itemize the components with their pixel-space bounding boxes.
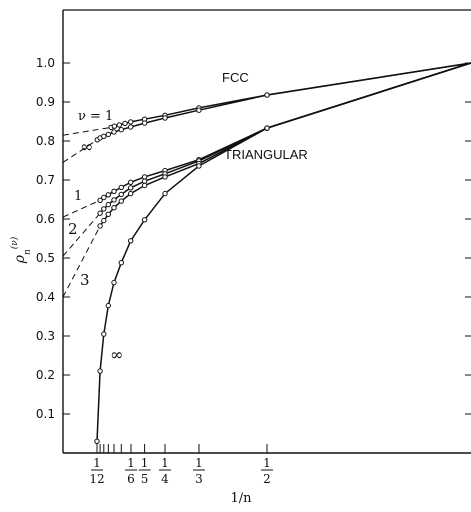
y-tick-label: 0.6 (36, 212, 55, 226)
data-point (116, 122, 123, 128)
data-point (101, 194, 107, 201)
y-tick-label: 1.0 (36, 56, 55, 70)
data-point (128, 190, 134, 197)
data-point (118, 184, 125, 191)
data-point (97, 223, 103, 229)
data-point (162, 190, 168, 197)
x-tick-label-4: 14 (159, 456, 171, 486)
y-tick-label: 0.5 (36, 251, 55, 265)
data-point (111, 129, 117, 135)
data-point (97, 210, 103, 216)
data-point (105, 201, 112, 208)
data-point (97, 368, 103, 374)
series-line-triangular-4 (99, 62, 471, 227)
data-point (111, 188, 117, 195)
data-point (118, 191, 125, 198)
data-point (141, 120, 148, 126)
data-point (101, 217, 107, 224)
label-fcc: FCC (222, 70, 249, 85)
label-tri-3: 3 (80, 271, 90, 289)
data-point (105, 302, 112, 309)
label-nu-eq-1: ν = 1 (78, 109, 113, 124)
data-point (128, 179, 134, 186)
label-layer: FCC TRIANGULAR ν = 1 ∞ 1 2 3 ∞ 1/n (68, 70, 308, 506)
data-point (264, 125, 270, 131)
series-line-triangular-3 (99, 62, 471, 214)
data-point (101, 206, 107, 212)
series-extrapolation-triangular-4 (62, 225, 101, 298)
data-point (141, 217, 148, 223)
x-tick-label-numerator: 1 (195, 456, 203, 470)
data-point (141, 174, 148, 180)
x-tick-label-denominator: 2 (263, 472, 271, 486)
x-tick-label-6: 16 (125, 456, 137, 486)
data-point (141, 182, 148, 189)
x-tick-label-denominator: 3 (195, 472, 203, 486)
series-layer (62, 62, 471, 444)
x-tick-label-5: 15 (138, 456, 151, 486)
x-tick-label-numerator: 1 (127, 456, 135, 470)
data-point (122, 120, 128, 127)
series-line-triangular-2 (99, 62, 471, 201)
data-point (118, 127, 125, 133)
label-tri-inf: ∞ (110, 345, 123, 364)
data-point (141, 178, 148, 184)
y-tick-label: 0.4 (36, 290, 55, 304)
y-tick-label: 0.9 (36, 95, 55, 109)
series-line-triangular-5 (96, 62, 471, 442)
data-point (94, 438, 100, 444)
data-point (97, 197, 103, 204)
y-tick-label: 0.2 (36, 368, 55, 382)
series-extrapolation-fcc-0 (62, 126, 112, 136)
x-tick-label-numerator: 1 (161, 456, 169, 470)
y-tick-label: 0.8 (36, 134, 55, 148)
data-point (162, 174, 168, 180)
label-tri-1: 1 (74, 189, 82, 204)
data-point (111, 279, 117, 286)
svg-text:ρn(ν): ρn(ν) (9, 236, 33, 264)
axis-ticks: 0.10.20.30.40.50.60.70.80.91.01121615141… (36, 56, 471, 486)
data-point (196, 107, 202, 113)
x-tick-label-denominator: 12 (89, 472, 104, 486)
y-tick-label: 0.7 (36, 173, 55, 187)
x-tick-label-denominator: 6 (127, 472, 135, 486)
x-tick-label-numerator: 1 (141, 456, 149, 470)
data-point (111, 205, 117, 211)
x-tick-label-2: 12 (261, 456, 273, 486)
series-extrapolation-triangular-2 (62, 199, 101, 218)
data-point (101, 331, 107, 337)
plot-frame (62, 9, 471, 454)
data-point (128, 124, 134, 130)
data-point (105, 211, 112, 218)
label-tri-2: 2 (68, 220, 78, 238)
x-tick-label-denominator: 4 (161, 472, 169, 486)
series-line-fcc-1 (96, 62, 471, 141)
data-point (105, 192, 112, 198)
x-tick-label-numerator: 1 (263, 456, 271, 470)
x-axis-title: 1/n (230, 491, 252, 506)
y-axis-title: ρn(ν) (9, 236, 33, 264)
data-point (128, 119, 134, 125)
data-point (264, 92, 270, 98)
data-point (128, 238, 134, 244)
y-tick-label: 0.3 (36, 329, 55, 343)
x-tick-label-denominator: 5 (141, 472, 149, 486)
data-point (111, 197, 117, 203)
data-point (118, 198, 125, 204)
data-point (101, 133, 107, 140)
data-point (128, 185, 134, 191)
x-tick-label-3: 13 (193, 456, 205, 486)
y-tick-label: 0.1 (36, 407, 55, 421)
x-tick-label-12: 112 (89, 456, 104, 486)
data-point (118, 260, 125, 266)
x-tick-label-numerator: 1 (93, 456, 101, 470)
data-point (111, 123, 118, 129)
data-point (196, 163, 202, 169)
label-fcc-inf: ∞ (80, 137, 93, 156)
series-extrapolation-fcc-1 (62, 139, 98, 163)
label-triangular: TRIANGULAR (224, 147, 308, 162)
data-point (105, 131, 112, 138)
data-point (162, 115, 168, 121)
